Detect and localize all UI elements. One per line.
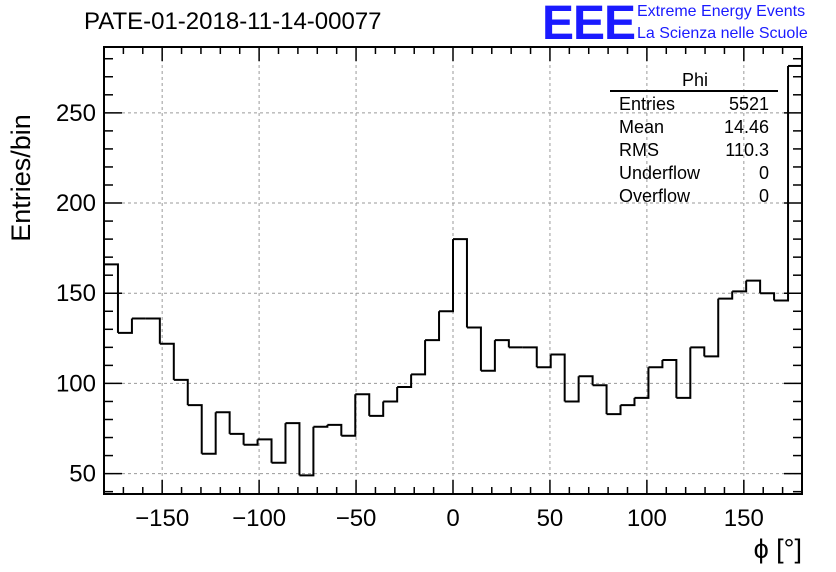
histogram-bin (494, 339, 510, 348)
stats-row-value: 0 (759, 186, 769, 206)
histogram-bin (299, 426, 315, 477)
histogram-bin (550, 353, 566, 402)
stats-row-label: RMS (619, 140, 659, 160)
histogram-bin (215, 411, 231, 434)
histogram-bin (774, 65, 790, 302)
histogram-bin (104, 263, 119, 333)
histogram-bin (159, 342, 175, 380)
x-tick-label: 100 (627, 505, 667, 532)
histogram-bin (187, 404, 203, 454)
histogram-bin (648, 359, 664, 369)
histogram-bin (439, 239, 454, 313)
histogram-bin (536, 354, 552, 369)
histogram-bin (592, 384, 608, 415)
histogram-bin (746, 279, 762, 294)
y-tick-label: 100 (56, 370, 96, 397)
y-tick-label: 200 (56, 190, 96, 217)
stats-box-title: Phi (682, 70, 708, 90)
x-tick-label: −50 (336, 505, 377, 532)
histogram-bin (718, 291, 734, 300)
stats-row-label: Overflow (619, 186, 691, 206)
histogram-bin (355, 393, 371, 416)
histogram-bin (229, 432, 245, 445)
logo-text-line-2: La Scienza nelle Scuole (637, 25, 808, 42)
axes: −150 −100 −50 0 50 100 150 50 100 150 200 250 (56, 46, 803, 532)
stats-row-value: 5521 (729, 94, 769, 114)
eee-logo: EEE (542, 0, 636, 50)
stats-row-value: 14.46 (724, 117, 769, 137)
stats-row-value: 110.3 (725, 140, 769, 160)
histogram-bin (271, 423, 287, 464)
histogram-bin (397, 374, 413, 389)
y-axis-title: Entries/bin (6, 114, 36, 242)
stats-box: Phi Entries 5521 Mean 14.46 RMS 110.3 Underflow… (610, 70, 778, 206)
histogram-bin (466, 326, 482, 371)
histogram-bin (243, 439, 259, 446)
histogram-bin (201, 412, 217, 455)
x-tick-label: −100 (232, 505, 286, 532)
histogram-bin (173, 378, 189, 406)
histogram-bin (732, 280, 748, 293)
x-tick-label: 0 (446, 505, 459, 532)
histogram-bin (564, 376, 580, 403)
stats-row-value: 0 (759, 163, 769, 183)
histogram-bin (522, 346, 538, 368)
histogram-bin (411, 340, 427, 376)
y-tick-label: 50 (69, 461, 96, 488)
stats-row-label: Mean (619, 117, 664, 137)
histogram-bin (257, 438, 273, 463)
histogram-bin (760, 292, 776, 301)
histogram-bin (425, 311, 441, 342)
histogram-bin (369, 401, 385, 417)
histogram-series (104, 64, 802, 477)
histogram-bin (480, 340, 496, 372)
histogram-bin (676, 347, 692, 399)
stats-row-label: Underflow (619, 163, 701, 183)
histogram-bin (620, 397, 636, 407)
y-tick-label: 250 (56, 100, 96, 127)
histogram-bin (383, 387, 399, 403)
chart-title: PATE-01-2018-11-14-00077 (84, 8, 382, 35)
histogram-bin (690, 346, 706, 357)
histogram-bin (453, 238, 468, 328)
histogram-bin (285, 422, 301, 476)
histogram-bin (634, 367, 650, 399)
x-axis-title: ϕ [°] (754, 534, 802, 564)
histogram-bin (578, 375, 594, 386)
logo-text-line-1: Extreme Energy Events (637, 3, 806, 20)
histogram-bin (313, 424, 329, 428)
histogram-bin (341, 394, 357, 437)
y-tick-label: 150 (56, 280, 96, 307)
histogram-bin (662, 358, 678, 398)
histogram-bin (606, 405, 622, 416)
x-tick-label: −150 (135, 505, 189, 532)
histogram-bin (327, 423, 343, 436)
x-tick-label: 50 (537, 505, 564, 532)
x-tick-label: 150 (724, 505, 764, 532)
histogram-bin (145, 317, 161, 344)
histogram-bin (704, 298, 720, 358)
stats-row-label: Entries (619, 94, 675, 114)
histogram-bin (117, 318, 133, 334)
